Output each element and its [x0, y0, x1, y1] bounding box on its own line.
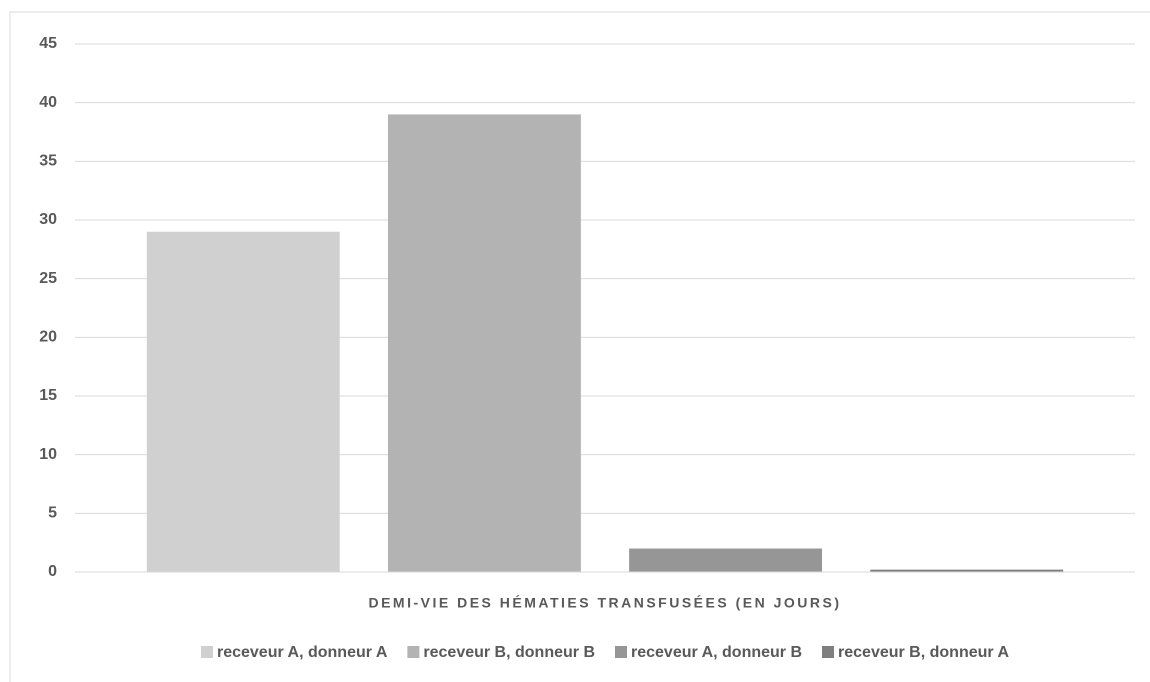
- y-tick-label: 0: [48, 563, 57, 580]
- y-tick-label: 35: [39, 153, 57, 170]
- legend-label: receveur A, donneur A: [217, 644, 388, 661]
- legend-swatch: [615, 646, 627, 658]
- bar: [387, 114, 581, 573]
- legend-label: receveur A, donneur B: [631, 644, 802, 661]
- legend-swatch: [822, 646, 835, 658]
- x-axis-label: DEMI-VIE DES HÉMATIES TRANSFUSÉES (EN JO…: [368, 595, 841, 611]
- y-tick-label: 10: [39, 446, 57, 463]
- bar: [146, 231, 340, 572]
- y-tick-label: 15: [39, 387, 57, 404]
- y-tick-label: 20: [39, 329, 57, 346]
- legend-swatch: [200, 646, 213, 658]
- chart-border: [9, 11, 1150, 682]
- bar: [629, 548, 823, 572]
- legend-label: receveur B, donneur A: [838, 644, 1009, 661]
- legend-label: receveur B, donneur B: [423, 644, 595, 661]
- y-tick-label: 25: [39, 270, 57, 287]
- y-tick-label: 30: [39, 211, 57, 228]
- y-tick-label: 5: [48, 505, 57, 522]
- bar: [870, 569, 1064, 572]
- legend-swatch: [407, 646, 420, 658]
- y-tick-label: 40: [39, 94, 57, 111]
- y-tick-label: 45: [39, 35, 57, 52]
